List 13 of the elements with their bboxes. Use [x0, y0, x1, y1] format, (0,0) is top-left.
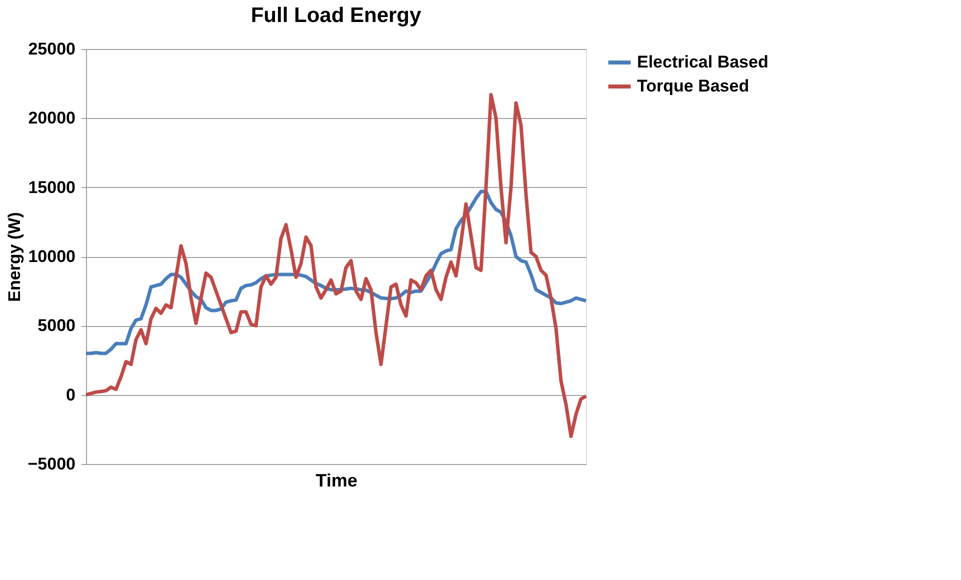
y-tick-label: 25000 — [28, 40, 76, 58]
y-tick-label: 10000 — [28, 247, 76, 266]
y-tick-label: 15000 — [28, 178, 76, 197]
chart-title: Full Load Energy — [250, 4, 422, 27]
y-tick-label: 5000 — [38, 316, 76, 336]
y-axis-title: Energy (W) — [4, 212, 24, 302]
line-series — [84, 92, 588, 438]
x-axis-title: Time — [316, 470, 358, 490]
y-tick-label: −5000 — [28, 454, 76, 474]
legend-label: Torque Based — [637, 76, 750, 96]
y-tick-label: 20000 — [28, 108, 76, 128]
legend-label: Electrical Based — [637, 52, 768, 72]
y-tick-label: 0 — [66, 385, 76, 404]
